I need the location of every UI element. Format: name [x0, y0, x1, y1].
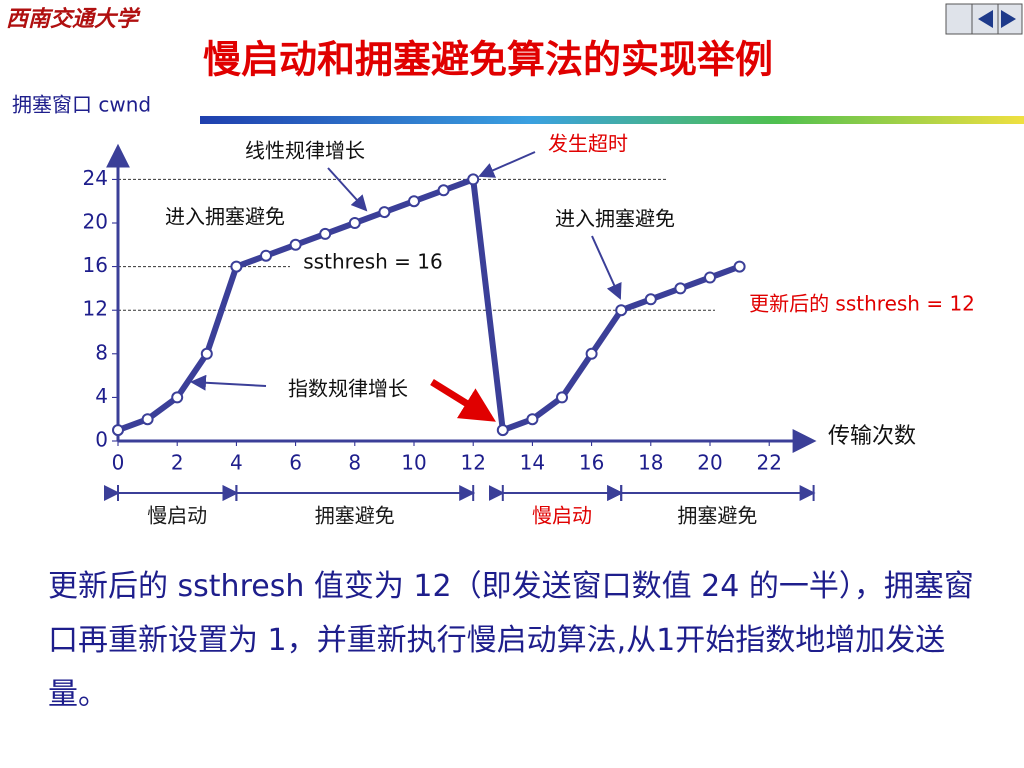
annotation: 进入拥塞避免	[555, 207, 675, 231]
annotation: 更新后的 ssthresh = 12	[749, 292, 975, 316]
data-point	[615, 304, 628, 317]
x-axis-label: 传输次数	[828, 424, 916, 449]
annotation-arrow	[190, 374, 267, 391]
nav-buttons[interactable]	[945, 3, 1023, 35]
annotation: 线性规律增长	[245, 139, 365, 163]
divider-bar	[200, 116, 1024, 124]
data-point	[437, 184, 450, 197]
x-tick-label: 0	[112, 451, 125, 475]
data-point	[348, 217, 361, 229]
y-tick-label: 4	[95, 384, 108, 408]
annotation-arrow	[478, 151, 536, 178]
x-tick-label: 14	[520, 451, 545, 475]
x-tick-label: 10	[401, 451, 426, 475]
phase-label: 拥塞避免	[315, 504, 395, 528]
phase-label: 慢启动	[532, 504, 592, 528]
y-tick-label: 20	[83, 210, 108, 234]
x-tick-label: 20	[697, 451, 722, 475]
body-text: 更新后的 ssthresh 值变为 12（即发送窗口数值 24 的一半），拥塞窗…	[48, 569, 974, 712]
data-point	[526, 413, 539, 426]
data-point	[585, 347, 598, 360]
logo: 西南交通大学	[6, 6, 141, 32]
data-point	[260, 249, 272, 262]
annotation: 进入拥塞避免	[165, 205, 285, 229]
phase-label: 慢启动	[147, 504, 207, 528]
prev-icon	[978, 10, 993, 28]
data-point	[496, 424, 509, 437]
data-point	[704, 271, 716, 284]
annotation: 发生超时	[548, 132, 628, 156]
data-point	[378, 206, 391, 219]
data-point	[200, 347, 213, 360]
annotation: ssthresh = 16	[303, 250, 442, 274]
x-tick-label: 6	[289, 451, 302, 475]
data-point	[230, 260, 243, 273]
y-tick-label: 0	[95, 428, 108, 452]
data-point	[141, 413, 154, 426]
data-point	[171, 391, 184, 404]
annotation-arrow	[591, 235, 622, 300]
y-tick-label: 24	[83, 166, 108, 190]
y-tick-label: 12	[83, 297, 108, 321]
data-point	[674, 282, 687, 295]
data-point	[644, 293, 657, 306]
data-point	[289, 238, 302, 251]
x-tick-label: 12	[460, 451, 485, 475]
cwnd-line	[116, 176, 741, 434]
annotation-arrow	[327, 167, 368, 212]
data-point	[733, 260, 746, 273]
x-tick-label: 2	[171, 451, 184, 475]
phase-label: 拥塞避免	[677, 504, 757, 528]
y-tick-label: 16	[83, 253, 108, 277]
x-tick-label: 22	[756, 451, 781, 475]
next-icon	[1001, 10, 1016, 28]
nav-home[interactable]	[945, 3, 973, 35]
x-tick-label: 8	[348, 451, 361, 475]
timeout-arrow	[430, 379, 496, 422]
x-tick-label: 18	[638, 451, 663, 475]
y-tick-label: 8	[95, 340, 108, 364]
annotation: 指数规律增长	[288, 377, 408, 401]
slide-title: 慢启动和拥塞避免算法的实现举例	[203, 38, 773, 82]
y-axis-label: 拥塞窗口 cwnd	[12, 93, 151, 117]
data-point	[556, 391, 568, 404]
data-point	[112, 424, 124, 437]
x-tick-label: 4	[230, 451, 243, 475]
data-point	[408, 195, 420, 208]
data-point	[467, 173, 480, 186]
x-tick-label: 16	[579, 451, 604, 475]
data-point	[319, 227, 332, 240]
